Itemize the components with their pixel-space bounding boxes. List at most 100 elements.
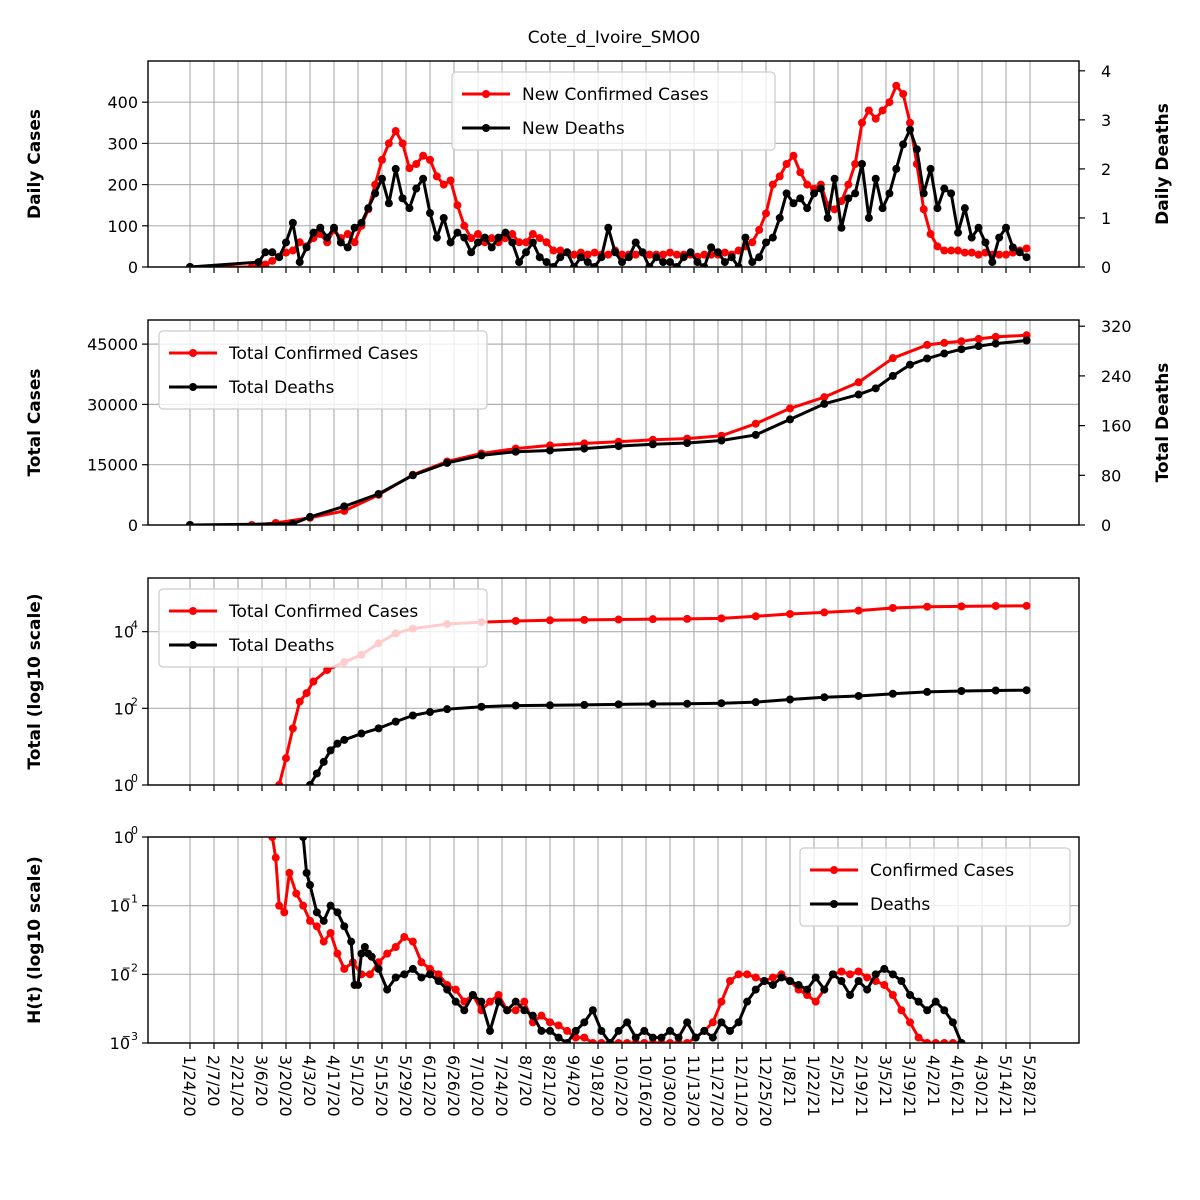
legend-label: Confirmed Cases: [870, 861, 1014, 881]
data-point: [906, 991, 914, 1000]
x-tick-label: 12/11/20: [732, 1055, 751, 1127]
data-point: [686, 248, 695, 257]
data-point: [648, 699, 657, 708]
data-point: [914, 1033, 923, 1042]
series-deaths: [299, 837, 966, 1043]
data-point: [906, 118, 914, 127]
data-point: [981, 238, 990, 247]
data-point: [645, 263, 654, 267]
data-point: [830, 205, 839, 214]
data-point: [443, 705, 452, 714]
data-point: [947, 189, 956, 198]
legend-box: [158, 588, 488, 668]
data-point: [254, 258, 263, 267]
data-point: [854, 378, 863, 387]
data-point: [988, 258, 997, 267]
data-point: [751, 612, 760, 621]
y-axis-label: H(t) (log10 scale): [25, 856, 45, 1024]
series-deaths: [186, 125, 1031, 267]
data-point: [940, 349, 949, 358]
legend-marker: [482, 90, 490, 98]
series-layer: [186, 81, 1031, 267]
data-point: [888, 354, 897, 363]
data-point: [580, 1033, 589, 1042]
data-point: [666, 1039, 674, 1043]
data-point: [439, 213, 448, 222]
data-point: [888, 970, 897, 979]
data-point: [892, 164, 901, 173]
data-point: [357, 949, 366, 958]
data-point: [717, 997, 726, 1006]
data-point: [398, 194, 407, 203]
data-point: [588, 1039, 597, 1043]
data-point: [511, 1006, 520, 1015]
chart-title: Cote_d_Ivoire_SMO0: [528, 28, 701, 48]
data-point: [275, 781, 284, 785]
data-point: [340, 502, 349, 511]
x-tick-label: 2/19/21: [852, 1055, 871, 1117]
data-point: [871, 174, 880, 183]
x-tick-label: 10/30/20: [660, 1055, 679, 1127]
data-point: [474, 238, 482, 247]
data-point: [537, 1026, 546, 1035]
data-point: [957, 687, 966, 696]
x-tick-label: 8/21/20: [540, 1055, 559, 1117]
data-point: [319, 937, 328, 946]
data-point: [830, 174, 839, 183]
data-point: [580, 444, 589, 453]
y-right-tick-label: 4: [1101, 62, 1111, 81]
data-point: [443, 458, 452, 467]
legend-marker: [830, 900, 838, 908]
series-deaths: [186, 336, 1031, 525]
data-point: [477, 702, 486, 711]
data-point: [357, 729, 366, 738]
data-point: [854, 976, 863, 985]
data-point: [384, 139, 393, 148]
data-point: [288, 724, 297, 733]
data-point: [535, 253, 544, 262]
data-point: [480, 233, 489, 242]
data-point: [858, 118, 866, 127]
data-point: [672, 263, 681, 267]
data-point: [330, 223, 338, 232]
data-point: [631, 238, 640, 247]
legend-label: Deaths: [870, 895, 930, 915]
data-point: [340, 922, 349, 931]
data-point: [366, 970, 374, 979]
data-point: [312, 922, 321, 931]
data-point: [408, 937, 417, 946]
data-point: [419, 151, 428, 160]
data-point: [405, 164, 414, 173]
data-point: [542, 238, 551, 247]
x-tick-label: 4/3/20: [300, 1055, 319, 1107]
x-tick-label: 12/25/20: [756, 1055, 775, 1127]
data-point: [261, 248, 270, 257]
data-point: [1022, 686, 1031, 695]
data-point: [405, 204, 414, 213]
y-tick-exponent: −3: [122, 1030, 138, 1043]
data-point: [1022, 244, 1031, 253]
data-point: [309, 228, 318, 237]
data-point: [295, 258, 304, 267]
y-tick-label: 10: [110, 965, 130, 984]
x-tick-label: 5/15/20: [372, 1055, 391, 1117]
data-point: [306, 781, 314, 785]
data-point: [588, 1006, 597, 1015]
data-point: [374, 964, 383, 973]
data-point: [268, 248, 277, 257]
y-tick-label: 15000: [87, 456, 138, 475]
data-point: [751, 698, 760, 707]
data-point: [837, 976, 846, 985]
data-point: [292, 889, 301, 898]
data-point: [306, 916, 314, 925]
data-point: [648, 440, 657, 449]
data-point: [714, 248, 722, 257]
data-point: [326, 901, 335, 910]
data-point: [899, 140, 908, 149]
data-point: [522, 248, 530, 257]
data-point: [811, 973, 820, 982]
legend-marker: [189, 607, 197, 615]
data-point: [576, 253, 585, 262]
